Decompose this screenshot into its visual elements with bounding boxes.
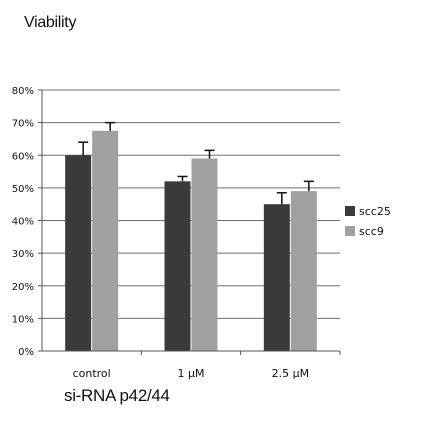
legend-label-scc9: scc9 xyxy=(359,225,384,238)
bar-scc25 xyxy=(164,181,191,351)
y-tick-label: 60% xyxy=(12,151,34,162)
y-tick-label: 50% xyxy=(12,184,34,195)
legend-label-scc25: scc25 xyxy=(359,205,391,218)
y-tick-label: 80% xyxy=(12,86,34,97)
legend-swatch-scc9 xyxy=(345,226,355,236)
y-tick-label: 0% xyxy=(18,347,34,358)
bar-scc25 xyxy=(65,155,92,351)
y-tick-label: 70% xyxy=(12,119,34,130)
chart-title: Viability xyxy=(24,14,77,31)
bar-scc9 xyxy=(191,158,218,351)
bar-scc9 xyxy=(290,191,317,351)
x-tick-label: 1 µM xyxy=(178,367,205,380)
x-tick-label: control xyxy=(73,367,111,380)
bar-scc25 xyxy=(263,204,290,351)
y-tick-label: 30% xyxy=(12,249,34,260)
y-tick-label: 20% xyxy=(12,282,34,293)
y-tick-label: 40% xyxy=(12,217,34,228)
bar-scc9 xyxy=(92,130,119,351)
legend-swatch-scc25 xyxy=(345,206,355,216)
x-tick-label: 2.5 µM xyxy=(272,367,309,380)
x-axis-label: si-RNA p42/44 xyxy=(64,386,170,405)
y-tick-label: 10% xyxy=(12,314,34,325)
